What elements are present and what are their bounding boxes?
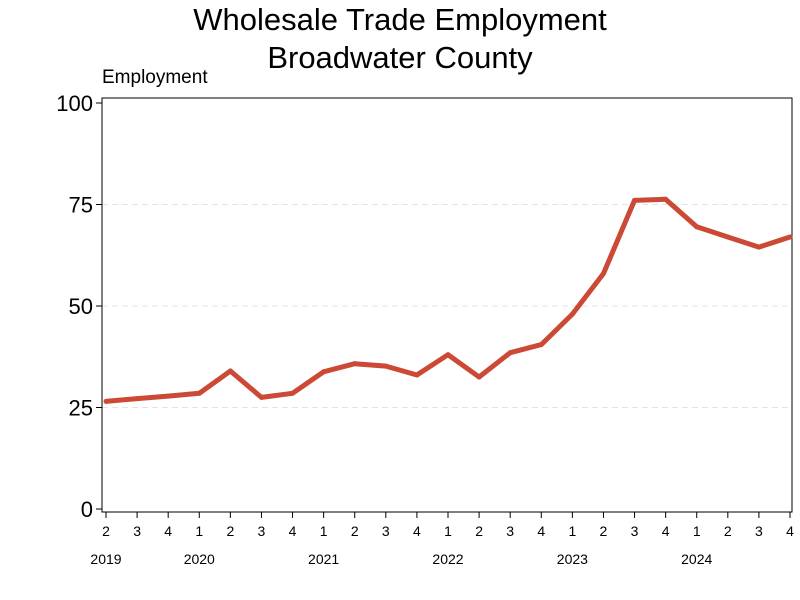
x-tick-label: 4 — [786, 523, 794, 539]
y-tick-label: 25 — [69, 396, 93, 421]
data-point — [103, 398, 109, 404]
x-tick-label: 3 — [133, 523, 141, 539]
year-label: 2020 — [184, 551, 215, 567]
x-tick-label: 1 — [320, 523, 328, 539]
plot-frame — [101, 97, 793, 513]
data-point — [569, 311, 575, 317]
x-tick-label: 3 — [506, 523, 514, 539]
x-tick-label: 1 — [693, 523, 701, 539]
x-tick-label: 1 — [444, 523, 452, 539]
x-tick-label: 2 — [351, 523, 359, 539]
y-tick-label: 100 — [56, 91, 93, 116]
chart-title: Wholesale Trade Employment — [193, 2, 607, 37]
x-tick-label: 2 — [600, 523, 608, 539]
y-tick-label: 75 — [69, 193, 93, 218]
year-label: 2022 — [432, 551, 463, 567]
x-tick-label: 3 — [258, 523, 266, 539]
data-point — [445, 352, 451, 358]
x-tick-label: 1 — [568, 523, 576, 539]
x-tick-label: 2 — [102, 523, 110, 539]
data-point — [538, 342, 544, 348]
x-tick-label: 4 — [537, 523, 545, 539]
y-axis-label: Employment — [102, 67, 208, 88]
data-point — [258, 394, 264, 400]
data-point — [663, 196, 669, 202]
data-point — [290, 390, 296, 396]
chart-subtitle: Broadwater County — [267, 40, 533, 75]
data-point — [321, 369, 327, 375]
x-tick-label: 2 — [475, 523, 483, 539]
data-point — [756, 244, 762, 250]
x-tick-label: 4 — [289, 523, 297, 539]
x-tick-label: 2 — [226, 523, 234, 539]
x-tick-label: 3 — [382, 523, 390, 539]
x-tick-label: 4 — [662, 523, 670, 539]
y-tick-label: 50 — [69, 294, 93, 319]
year-label: 2019 — [90, 551, 121, 567]
data-point — [600, 271, 606, 277]
x-tick-label: 4 — [413, 523, 421, 539]
y-tick-label: 0 — [81, 497, 93, 522]
data-point — [632, 197, 638, 203]
data-point — [165, 393, 171, 399]
data-point — [196, 390, 202, 396]
year-label: 2023 — [557, 551, 588, 567]
data-point — [352, 361, 358, 367]
series-line — [105, 196, 791, 404]
data-point — [227, 368, 233, 374]
year-label: 2024 — [681, 551, 712, 567]
x-tick-label: 1 — [195, 523, 203, 539]
data-point — [476, 374, 482, 380]
x-tick-label: 4 — [164, 523, 172, 539]
x-tick-label: 2 — [724, 523, 732, 539]
data-point — [725, 234, 731, 240]
data-point — [507, 350, 513, 356]
data-point — [414, 372, 420, 378]
year-label: 2021 — [308, 551, 339, 567]
x-tick-label: 3 — [631, 523, 639, 539]
data-point — [694, 224, 700, 230]
data-point — [134, 396, 140, 402]
data-point — [383, 363, 389, 369]
data-point — [787, 234, 793, 240]
x-tick-label: 3 — [755, 523, 763, 539]
